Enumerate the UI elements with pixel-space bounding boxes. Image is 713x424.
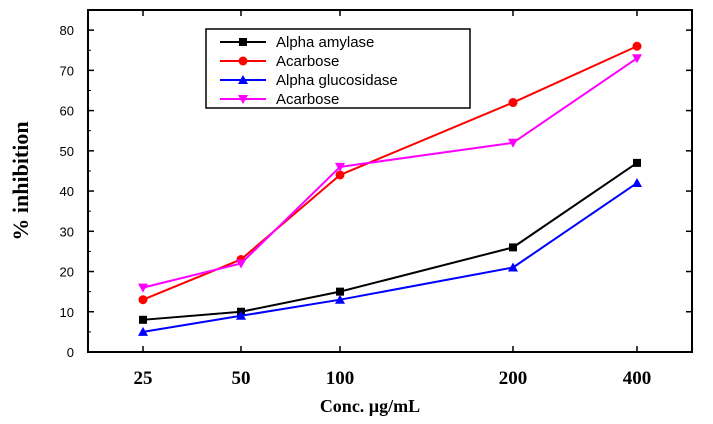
- legend-label: Acarbose: [276, 53, 339, 70]
- data-point: [335, 162, 345, 172]
- y-tick-label: 10: [60, 305, 74, 320]
- series-line: [142, 182, 638, 333]
- data-point: [508, 262, 518, 272]
- data-point: [632, 41, 642, 51]
- series-layer: [138, 41, 642, 336]
- legend-item: Alpha glucosidase: [220, 72, 398, 89]
- x-axis-title: Conc. µg/mL: [320, 396, 420, 416]
- y-tick-label: 80: [60, 23, 74, 38]
- data-point: [238, 56, 248, 66]
- data-point: [335, 294, 345, 304]
- data-point: [632, 54, 642, 64]
- x-tick-label: 50: [232, 368, 251, 389]
- y-tick-label: 30: [60, 224, 74, 239]
- legend-item: Acarbose: [220, 53, 339, 70]
- x-tick-label: 25: [134, 368, 153, 389]
- legend-label: Alpha glucosidase: [276, 72, 398, 89]
- data-point: [236, 310, 246, 320]
- data-point: [508, 98, 518, 108]
- data-point: [632, 178, 642, 188]
- x-axis: 25 50 100 200 400: [134, 10, 652, 389]
- legend-item: Acarbose: [220, 91, 339, 108]
- series-2: [138, 41, 642, 305]
- y-tick-label: 70: [60, 63, 74, 78]
- data-point: [335, 170, 345, 180]
- data-point: [509, 243, 517, 252]
- series-4: [138, 54, 642, 293]
- data-point: [508, 138, 518, 148]
- data-point: [139, 315, 147, 324]
- x-tick-label: 200: [499, 368, 528, 389]
- legend-label: Acarbose: [276, 91, 339, 108]
- series-1: [139, 158, 641, 324]
- x-tick-label: 400: [623, 368, 652, 389]
- y-tick-label: 40: [60, 184, 74, 199]
- data-point: [138, 295, 148, 305]
- y-tick-label: 60: [60, 104, 74, 119]
- data-point: [238, 95, 248, 104]
- y-axis-title: % inhibition: [8, 121, 33, 240]
- legend-label: Alpha amylase: [276, 34, 374, 51]
- series-3: [138, 178, 642, 336]
- y-axis: 0 10 20 30 40 50 60 70 80: [60, 23, 692, 360]
- legend: Alpha amylase Acarbose Alpha glucosidase Ac…: [205, 28, 471, 109]
- data-point: [236, 259, 246, 269]
- x-tick-label: 100: [326, 368, 355, 389]
- data-point: [336, 287, 344, 296]
- data-point: [138, 326, 148, 336]
- legend-item: Alpha amylase: [220, 34, 374, 51]
- data-point: [633, 158, 641, 167]
- y-tick-label: 50: [60, 144, 74, 159]
- data-point: [138, 283, 148, 293]
- y-tick-label: 0: [67, 345, 74, 360]
- series-line: [142, 162, 638, 321]
- y-tick-label: 20: [60, 265, 74, 280]
- data-point: [239, 38, 247, 46]
- plot-frame: [87, 9, 693, 353]
- data-point: [238, 75, 248, 84]
